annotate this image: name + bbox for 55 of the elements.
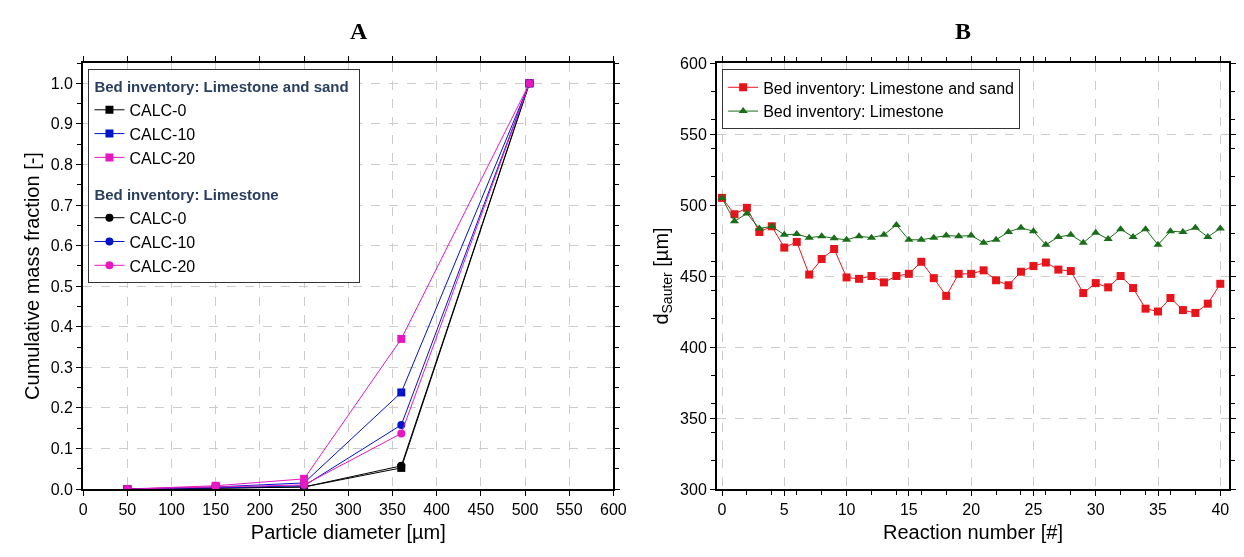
text: Bed inventory: Limestone and sand — [94, 78, 349, 96]
y-tick-label: 0.4 — [50, 318, 74, 336]
legend-label: Bed inventory: Limestone — [763, 103, 944, 121]
x-tick-label: 450 — [467, 501, 495, 519]
x-tick-label: 400 — [423, 501, 451, 519]
x-tick-label: 10 — [837, 501, 856, 519]
x-tick-label: 40 — [1211, 501, 1230, 519]
y-tick-label: 0.5 — [50, 277, 74, 295]
y-tick-label: 0.3 — [50, 358, 74, 376]
x-tick-label: 35 — [1149, 501, 1167, 519]
legend-label: Bed inventory: Limestone and sand — [763, 79, 1014, 97]
x-tick-label: 200 — [246, 501, 274, 519]
x-tick-label: 5 — [779, 501, 789, 519]
chart-title: B — [955, 18, 972, 44]
y-tick-label: 0.1 — [50, 440, 74, 458]
x-axis-title: Reaction number [#] — [882, 521, 1064, 544]
y-tick-label: 300 — [680, 480, 707, 498]
x-tick-label: 150 — [202, 501, 230, 519]
legend-label: CALC-20 — [129, 149, 196, 167]
y-tick-label: 500 — [680, 196, 707, 214]
chart-title: A — [350, 18, 368, 44]
legend-label: CALC-10 — [129, 233, 196, 251]
y-tick-label: 0.8 — [50, 156, 74, 174]
x-tick-label: 250 — [290, 501, 318, 519]
y-tick-label: 450 — [680, 267, 707, 285]
x-tick-label: 550 — [555, 501, 583, 519]
y-tick-label: 0.0 — [50, 480, 74, 498]
y-tick-label: 400 — [680, 338, 707, 356]
x-tick-label: 20 — [962, 501, 981, 519]
x-tick-label: 300 — [334, 501, 362, 519]
y-tick-label: 0.9 — [50, 115, 74, 133]
x-tick-label: 15 — [899, 501, 918, 519]
y-tick-label: 0.6 — [50, 237, 74, 255]
x-tick-label: 500 — [511, 501, 539, 519]
x-tick-label: 350 — [379, 501, 406, 519]
legend-label: CALC-0 — [129, 209, 187, 227]
legend-label: CALC-20 — [129, 257, 196, 275]
y-tick-label: 600 — [680, 54, 707, 72]
x-tick-label: 30 — [1086, 501, 1105, 519]
text: Bed inventory: Limestone — [94, 186, 279, 204]
x-tick-label: 50 — [118, 501, 137, 519]
y-axis-title: Cumulative mass fraction [-] — [20, 152, 43, 400]
x-tick-label: 100 — [158, 501, 185, 519]
x-tick-label: 0 — [78, 501, 88, 519]
legend-label: CALC-0 — [129, 102, 187, 120]
y-tick-label: 550 — [680, 125, 707, 143]
y-tick-label: 1.0 — [50, 74, 74, 92]
x-tick-label: 25 — [1024, 501, 1043, 519]
x-tick-label: 600 — [600, 501, 627, 519]
y-tick-label: 0.2 — [50, 399, 74, 417]
y-tick-label: 0.7 — [50, 196, 74, 214]
x-axis-title: Particle diameter [µm] — [250, 521, 446, 544]
x-tick-label: 0 — [717, 501, 727, 519]
legend-label: CALC-10 — [129, 125, 196, 143]
y-tick-label: 350 — [680, 409, 707, 427]
